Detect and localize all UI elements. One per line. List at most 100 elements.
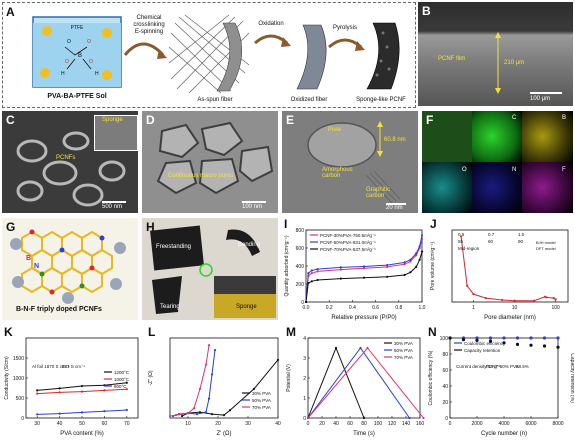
x-tick-label: 0.0 [303,305,310,311]
data-point [556,336,560,340]
x-tick-label: 0 [307,421,310,427]
inset-label: Sponge [102,117,123,123]
y-tick-label: 60 [442,368,448,374]
atom-b: B [26,255,31,262]
x-tick-label: 0.4 [349,305,356,311]
sponge-pores [375,31,391,77]
y-tick-label: 0 [301,300,304,306]
atom-n: N [34,263,39,270]
chem-o2: O [87,39,91,45]
data-point [310,269,313,272]
chem-o3: O [65,59,69,65]
data-point [466,284,469,287]
as-spun-mesh [168,14,250,94]
data-point [403,263,406,266]
legend-label: Coulombic efficiency [464,341,506,346]
annotation: 881 S cm⁻¹ [62,364,85,369]
stage2-arrow: Oxidation [258,21,283,27]
data-point [198,387,202,391]
y-axis-label: Potential (V) [286,364,292,392]
data-point [415,252,418,255]
tem-macropores [156,121,274,195]
y-tick-label: 2 [303,376,306,382]
macropore-label: Continuous macro pores [168,173,234,179]
annotation: 60 [488,239,494,244]
legend-label: PCNF-30%PVA-750.6m²g⁻¹ [320,233,376,238]
map-f [522,162,573,213]
legend-label: 50% PVA [394,348,413,353]
chart-m: M 0 20 40 60 80 100 120 140 160 0 1 2 3 4 Time (s) Poten… [284,326,426,438]
panel-b: B PCNF film 210 μm 100 μm [418,2,573,106]
map-overlay [422,111,472,162]
panel-a-scheme: PTFE O O B O O H H PVA-BA-PTFE Sol Chemi… [32,14,406,103]
x-tick-label: 20 [319,421,325,427]
legend-label: Capacity retention [464,348,501,353]
data-point [210,373,214,376]
data-point [222,413,226,417]
elem-n: N [512,167,517,173]
thickness-arrow [495,32,501,94]
y-tick-label: 200 [296,282,305,288]
data-point [484,296,487,300]
scale-label-e: 20 nm [386,205,403,211]
sol-label: PVA-BA-PTFE Sol [47,93,106,100]
data-point [403,261,406,264]
data-point [472,293,475,296]
data-point [103,410,106,413]
sponge-label: Sponge [236,304,257,310]
annotation: Mid-region [458,246,480,251]
data-point [58,412,61,415]
legend-label: 800°C [114,384,127,389]
thickness-label: 210 μm [504,60,525,66]
x-axis-label: Pore diameter (nm) [484,315,536,321]
panel-label-i: I [284,218,287,231]
x-axis-label: Cycle number (n) [481,431,527,437]
data-point [366,346,369,350]
y-tick-label: 400 [296,264,305,270]
elem-b: B [562,115,567,121]
legend-label: 70% PVA [252,405,271,410]
data-point [168,414,172,418]
doped-lattice: B N [10,229,126,304]
data-point [488,339,493,343]
x-tick-label: 100 [551,305,560,311]
chart-i: I 0.0 0.2 0.4 0.6 0.8 1.0 0 200 400 600 800 Relative… [282,218,428,322]
data-point [475,336,479,340]
data-point [180,413,184,416]
x-tick-label: 30 [34,421,40,427]
panel-d: D Continuous macro pores 100 nm [142,111,278,213]
data-point [460,235,463,238]
y-tick-label: 40 [442,384,448,390]
scale-label-c: 500 nm [102,204,123,210]
amorph-label: Amorphous carbon [322,167,353,179]
data-point [386,265,389,268]
chem-h1: H [61,71,65,77]
data-point [252,387,256,391]
data-point [198,411,202,414]
scale-label-b: 100 μm [530,96,551,102]
x-tick-label: 1.0 [419,305,426,311]
pcnfs-label: PCNFs [56,155,76,161]
x-tick-label: 60 [347,421,353,427]
x-tick-label: 120 [388,421,397,427]
data-point [125,388,128,391]
stage3-label: Sponge-like PCNF [356,97,406,103]
legend-label: PCNF-50%PVA-931.0m²g⁻¹ [320,240,376,245]
panel-label-c: C [6,113,15,127]
doped-caption: B-N-F triply doped PCNFs [16,306,102,313]
hrtem-texture [307,121,401,204]
data-point [461,338,466,342]
data-point [307,272,310,275]
sem-pcnf-texture [16,131,126,207]
data-point [362,416,366,420]
data-point [362,265,366,268]
data-point [448,336,452,340]
legend-label: 1200°C [114,370,130,375]
x-tick-label: 1 [472,305,475,311]
y-tick-label: 3 [303,356,306,362]
panel-g: B N G B-N-F triply doped PCNFs [2,218,138,320]
pore-label: Pore [328,127,341,133]
data-point [339,277,342,280]
x-tick-label: 30 [245,421,251,427]
stage2-label: Oxidized fiber [291,97,328,103]
